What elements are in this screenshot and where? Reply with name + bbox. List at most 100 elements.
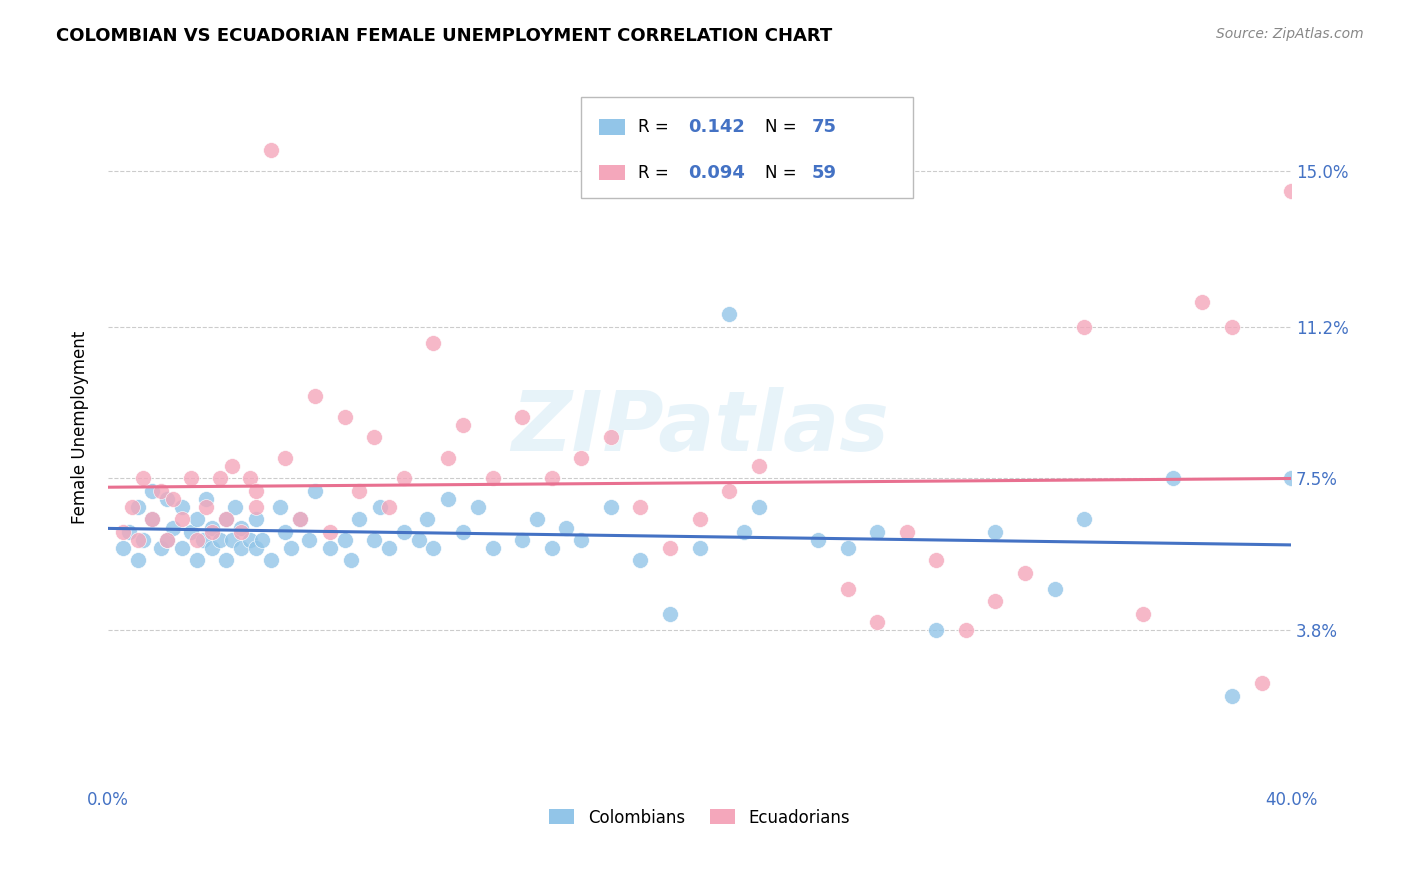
Point <box>180 524 202 539</box>
Point <box>180 471 202 485</box>
Point <box>422 541 444 555</box>
Point <box>510 533 533 547</box>
Text: R =: R = <box>638 119 669 136</box>
Point <box>807 533 830 547</box>
Point <box>333 409 356 424</box>
Point <box>437 450 460 465</box>
Point <box>718 483 741 498</box>
Point <box>150 483 173 498</box>
Point <box>363 430 385 444</box>
Point <box>599 500 621 514</box>
Point <box>630 500 652 514</box>
Point <box>200 524 222 539</box>
Legend: Colombians, Ecuadorians: Colombians, Ecuadorians <box>541 800 858 835</box>
Point <box>121 500 143 514</box>
Point <box>363 533 385 547</box>
Point <box>659 607 682 621</box>
Point <box>733 524 755 539</box>
Text: 0.142: 0.142 <box>688 119 745 136</box>
Point <box>1191 295 1213 310</box>
Point <box>349 512 371 526</box>
Point <box>1161 471 1184 485</box>
Point <box>221 459 243 474</box>
Point <box>984 594 1007 608</box>
Point <box>437 491 460 506</box>
Point <box>170 541 193 555</box>
Point <box>239 471 262 485</box>
Point <box>955 623 977 637</box>
Point <box>170 500 193 514</box>
Point <box>689 541 711 555</box>
Point <box>186 553 208 567</box>
Point <box>229 524 252 539</box>
Point <box>925 553 948 567</box>
Point <box>451 524 474 539</box>
Point <box>141 483 163 498</box>
Point <box>837 582 859 596</box>
Point <box>1279 185 1302 199</box>
Point <box>156 491 179 506</box>
Point <box>1043 582 1066 596</box>
Point <box>127 553 149 567</box>
Point <box>304 483 326 498</box>
Point <box>333 533 356 547</box>
Point <box>229 520 252 534</box>
Point <box>215 512 238 526</box>
Point <box>194 500 217 514</box>
Point <box>156 533 179 547</box>
Point <box>260 553 283 567</box>
Point <box>1279 471 1302 485</box>
Point <box>209 471 232 485</box>
Point <box>349 483 371 498</box>
Point <box>925 623 948 637</box>
Point <box>209 533 232 547</box>
Point <box>599 430 621 444</box>
Point <box>298 533 321 547</box>
Point <box>540 471 562 485</box>
Text: R =: R = <box>638 163 669 182</box>
Text: ZIPatlas: ZIPatlas <box>510 386 889 467</box>
Point <box>866 524 889 539</box>
Point <box>896 524 918 539</box>
Point <box>245 541 267 555</box>
Point <box>127 500 149 514</box>
Point <box>132 471 155 485</box>
Point <box>304 389 326 403</box>
Point <box>467 500 489 514</box>
Point <box>1220 689 1243 703</box>
Point <box>1073 319 1095 334</box>
Point <box>156 533 179 547</box>
Point <box>290 512 312 526</box>
Point <box>141 512 163 526</box>
FancyBboxPatch shape <box>599 120 626 136</box>
Point <box>630 553 652 567</box>
Point <box>250 533 273 547</box>
Point <box>118 524 141 539</box>
Point <box>1014 566 1036 580</box>
Point <box>319 541 342 555</box>
Point <box>451 418 474 433</box>
Point <box>162 520 184 534</box>
Point <box>280 541 302 555</box>
Point <box>481 541 503 555</box>
Point <box>1220 319 1243 334</box>
Text: Source: ZipAtlas.com: Source: ZipAtlas.com <box>1216 27 1364 41</box>
Point <box>150 541 173 555</box>
Point <box>229 541 252 555</box>
Point <box>215 512 238 526</box>
Point <box>540 541 562 555</box>
Point <box>245 483 267 498</box>
FancyBboxPatch shape <box>599 165 626 180</box>
Point <box>111 541 134 555</box>
Point <box>748 459 770 474</box>
Point <box>221 533 243 547</box>
Point <box>132 533 155 547</box>
Y-axis label: Female Unemployment: Female Unemployment <box>72 331 89 524</box>
Point <box>866 615 889 629</box>
Point <box>569 533 592 547</box>
Point <box>481 471 503 485</box>
Point <box>186 533 208 547</box>
Point <box>659 541 682 555</box>
Point <box>245 500 267 514</box>
Point <box>689 512 711 526</box>
